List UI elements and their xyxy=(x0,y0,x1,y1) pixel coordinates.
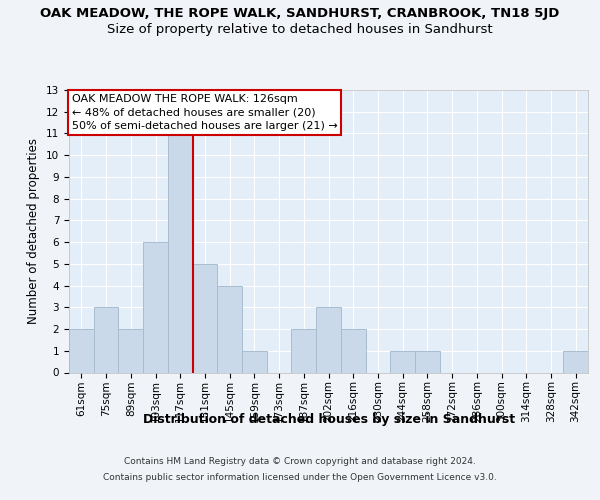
Bar xyxy=(563,351,588,372)
Bar xyxy=(316,308,341,372)
Bar xyxy=(143,242,168,372)
Text: Contains HM Land Registry data © Crown copyright and database right 2024.: Contains HM Land Registry data © Crown c… xyxy=(124,458,476,466)
Bar xyxy=(168,134,193,372)
Bar xyxy=(217,286,242,372)
Y-axis label: Number of detached properties: Number of detached properties xyxy=(28,138,40,324)
Text: Contains public sector information licensed under the Open Government Licence v3: Contains public sector information licen… xyxy=(103,472,497,482)
Bar xyxy=(94,308,118,372)
Text: OAK MEADOW THE ROPE WALK: 126sqm
← 48% of detached houses are smaller (20)
50% o: OAK MEADOW THE ROPE WALK: 126sqm ← 48% o… xyxy=(71,94,337,130)
Bar xyxy=(118,329,143,372)
Text: OAK MEADOW, THE ROPE WALK, SANDHURST, CRANBROOK, TN18 5JD: OAK MEADOW, THE ROPE WALK, SANDHURST, CR… xyxy=(40,8,560,20)
Bar xyxy=(415,351,440,372)
Bar xyxy=(69,329,94,372)
Bar xyxy=(292,329,316,372)
Bar xyxy=(193,264,217,372)
Bar xyxy=(341,329,365,372)
Bar xyxy=(242,351,267,372)
Text: Distribution of detached houses by size in Sandhurst: Distribution of detached houses by size … xyxy=(143,412,515,426)
Bar xyxy=(390,351,415,372)
Text: Size of property relative to detached houses in Sandhurst: Size of property relative to detached ho… xyxy=(107,22,493,36)
